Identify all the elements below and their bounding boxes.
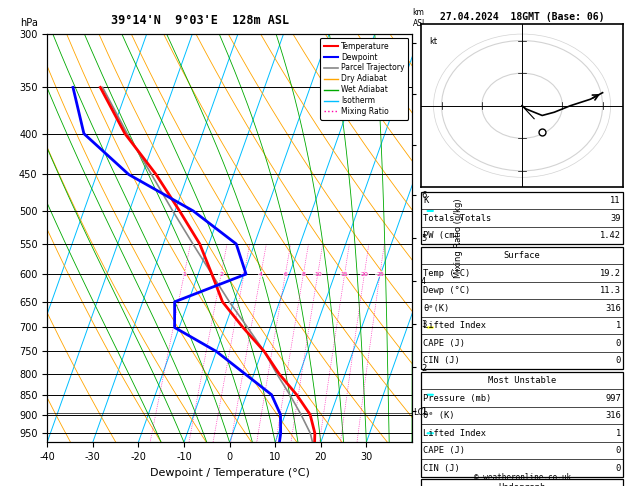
- Text: Pressure (mb): Pressure (mb): [423, 394, 492, 402]
- Text: Surface: Surface: [504, 251, 540, 260]
- Text: 0: 0: [616, 446, 621, 455]
- Text: 27.04.2024  18GMT (Base: 06): 27.04.2024 18GMT (Base: 06): [440, 12, 604, 22]
- Legend: Temperature, Dewpoint, Parcel Trajectory, Dry Adiabat, Wet Adiabat, Isotherm, Mi: Temperature, Dewpoint, Parcel Trajectory…: [320, 38, 408, 120]
- Text: 10: 10: [314, 272, 321, 277]
- Text: CAPE (J): CAPE (J): [423, 446, 465, 455]
- Text: PW (cm): PW (cm): [423, 231, 460, 240]
- Text: CIN (J): CIN (J): [423, 356, 460, 365]
- Text: 1: 1: [616, 321, 621, 330]
- Text: 1.42: 1.42: [600, 231, 621, 240]
- Text: 316: 316: [605, 304, 621, 312]
- Text: 39°14'N  9°03'E  128m ASL: 39°14'N 9°03'E 128m ASL: [111, 14, 289, 27]
- Text: Temp (°C): Temp (°C): [423, 269, 470, 278]
- Text: 2: 2: [219, 272, 223, 277]
- Text: 997: 997: [605, 394, 621, 402]
- Text: 4: 4: [259, 272, 263, 277]
- Text: K: K: [423, 196, 428, 205]
- Text: kt: kt: [430, 37, 438, 46]
- Text: 316: 316: [605, 411, 621, 420]
- Text: Lifted Index: Lifted Index: [423, 429, 486, 437]
- Text: 20: 20: [360, 272, 369, 277]
- Text: 0: 0: [616, 464, 621, 472]
- Text: km
ASL: km ASL: [413, 8, 427, 28]
- Text: 11.3: 11.3: [600, 286, 621, 295]
- Text: © weatheronline.co.uk: © weatheronline.co.uk: [474, 473, 571, 482]
- Text: CAPE (J): CAPE (J): [423, 339, 465, 347]
- Text: 1: 1: [616, 429, 621, 437]
- X-axis label: Dewpoint / Temperature (°C): Dewpoint / Temperature (°C): [150, 468, 309, 478]
- Text: Most Unstable: Most Unstable: [488, 376, 556, 385]
- Text: 25: 25: [376, 272, 384, 277]
- Text: Totals Totals: Totals Totals: [423, 214, 492, 223]
- Text: 15: 15: [341, 272, 348, 277]
- Text: 3: 3: [242, 272, 246, 277]
- Text: θᵉ (K): θᵉ (K): [423, 411, 455, 420]
- Text: 8: 8: [301, 272, 305, 277]
- Text: Lifted Index: Lifted Index: [423, 321, 486, 330]
- Text: 19.2: 19.2: [600, 269, 621, 278]
- Text: 39: 39: [610, 214, 621, 223]
- Text: CIN (J): CIN (J): [423, 464, 460, 472]
- Text: 1: 1: [182, 272, 186, 277]
- Text: Hodograph: Hodograph: [498, 484, 546, 486]
- Text: 6: 6: [284, 272, 287, 277]
- Text: 0: 0: [616, 339, 621, 347]
- Text: LCL: LCL: [413, 408, 428, 417]
- Text: Dewp (°C): Dewp (°C): [423, 286, 470, 295]
- Text: 0: 0: [616, 356, 621, 365]
- Text: hPa: hPa: [20, 18, 38, 28]
- Text: 11: 11: [610, 196, 621, 205]
- Y-axis label: Mixing Ratio (g/kg): Mixing Ratio (g/kg): [454, 198, 463, 278]
- Text: θᵉ(K): θᵉ(K): [423, 304, 450, 312]
